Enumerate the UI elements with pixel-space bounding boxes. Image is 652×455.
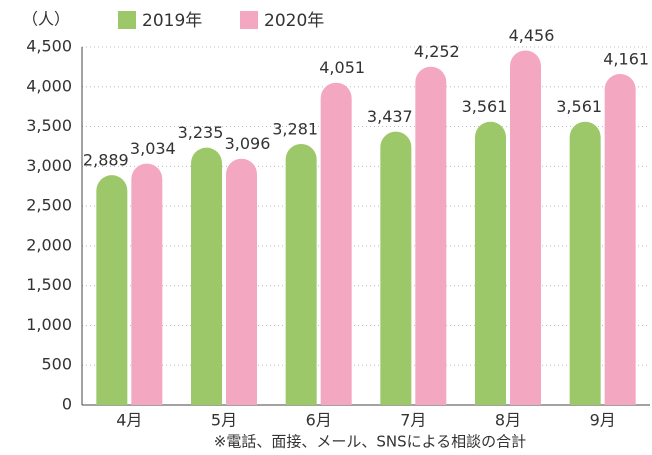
bar xyxy=(475,121,506,405)
bar xyxy=(285,143,317,406)
bar xyxy=(96,175,128,405)
value-label: 3,561 xyxy=(556,97,602,116)
bar xyxy=(380,131,412,405)
bar xyxy=(131,163,163,405)
y-axis-label: （人） xyxy=(22,10,70,29)
bar xyxy=(604,73,636,405)
bar xyxy=(191,147,222,405)
x-tick-label: 9月 xyxy=(590,411,616,430)
x-tick-label: 6月 xyxy=(306,411,332,430)
value-label: 3,437 xyxy=(367,107,413,126)
y-tick-label: 2,500 xyxy=(26,196,72,215)
legend-label: 2019年 xyxy=(142,11,202,31)
x-tick-label: 4月 xyxy=(116,411,142,430)
y-tick-label: 3,000 xyxy=(26,156,72,175)
value-label: 3,034 xyxy=(130,139,176,158)
bar xyxy=(415,66,447,406)
footnote: ※電話、面接、メール、SNSによる相談の合計 xyxy=(214,433,526,451)
y-tick-label: 500 xyxy=(41,355,72,374)
value-label: 3,281 xyxy=(272,119,318,138)
y-tick-label: 0 xyxy=(62,395,72,414)
bar xyxy=(320,82,352,406)
bar xyxy=(569,121,601,405)
legend-label: 2020年 xyxy=(264,11,324,31)
value-label: 4,051 xyxy=(319,58,365,77)
value-label: 4,456 xyxy=(509,26,555,45)
x-tick-label: 7月 xyxy=(400,411,426,430)
bar xyxy=(510,50,541,406)
y-tick-label: 1,500 xyxy=(26,275,72,294)
legend-swatch xyxy=(118,11,136,29)
y-tick-label: 4,000 xyxy=(26,76,72,95)
value-label: 2,889 xyxy=(83,151,129,170)
legend-swatch xyxy=(240,11,258,29)
x-tick-label: 5月 xyxy=(211,411,237,430)
y-tick-label: 2,000 xyxy=(26,235,72,254)
y-tick-label: 1,000 xyxy=(26,315,72,334)
x-tick-label: 8月 xyxy=(495,411,521,430)
bar xyxy=(226,158,257,405)
value-label: 3,235 xyxy=(178,123,224,142)
y-tick-label: 3,500 xyxy=(26,116,72,135)
value-label: 3,561 xyxy=(462,97,508,116)
y-tick-label: 4,500 xyxy=(26,37,72,56)
value-label: 3,096 xyxy=(225,134,271,153)
value-label: 4,252 xyxy=(414,42,460,61)
value-label: 4,161 xyxy=(603,49,649,68)
